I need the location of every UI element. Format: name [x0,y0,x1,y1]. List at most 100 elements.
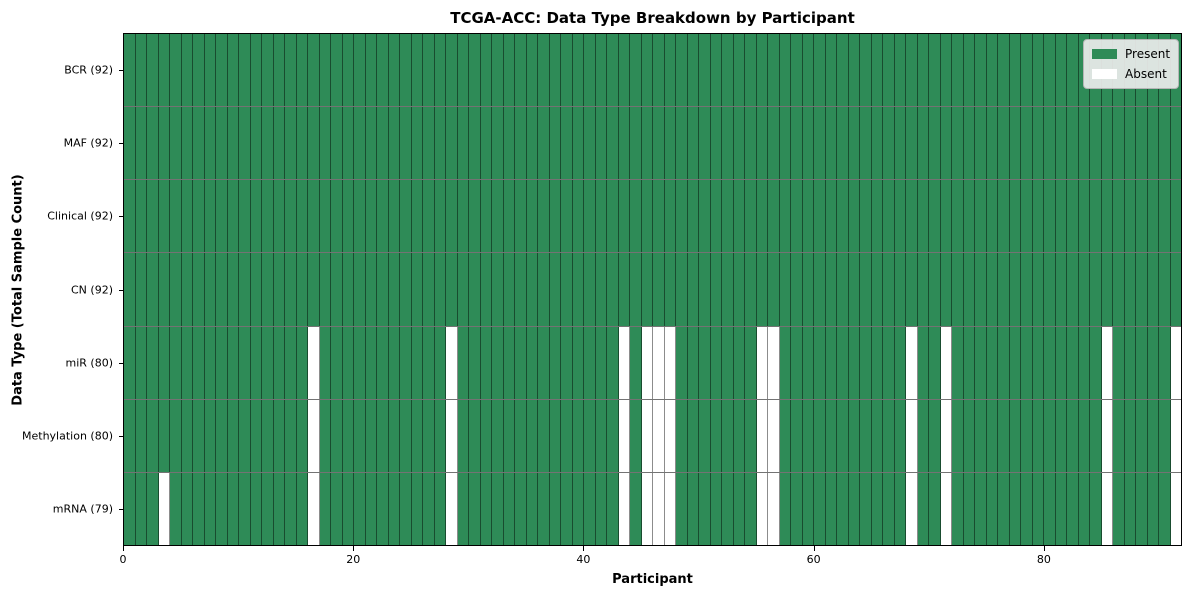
heatmap-cell [342,472,354,545]
heatmap-cell [653,326,665,399]
heatmap-cell [860,326,872,399]
heatmap-cell [135,399,147,472]
heatmap-cell [699,180,711,253]
heatmap-cell [1090,399,1102,472]
heatmap-cell [492,399,504,472]
heatmap-cell [641,326,653,399]
heatmap-cell [1009,180,1021,253]
y-tick-label: miR (80) [65,356,114,370]
heatmap-cell [722,399,734,472]
legend-swatch [1092,69,1117,79]
heatmap-cell [687,253,699,326]
heatmap-cell [216,107,228,180]
heatmap-cell [273,472,285,545]
heatmap-cell [308,399,320,472]
heatmap-cell [630,180,642,253]
heatmap-cell [607,472,619,545]
heatmap-cell [676,180,688,253]
heatmap-cell [1067,180,1079,253]
heatmap-cell [135,34,147,107]
heatmap-cell [250,399,262,472]
heatmap-cell [262,107,274,180]
heatmap-cell [124,107,136,180]
heatmap-cell [572,472,584,545]
heatmap-cell [515,253,527,326]
heatmap-cell [503,34,515,107]
heatmap-cell [319,472,331,545]
heatmap-cell [883,180,895,253]
heatmap-cell [837,399,849,472]
heatmap-cell [193,472,205,545]
heatmap-cell [411,253,423,326]
heatmap-cell [469,253,481,326]
heatmap-cell [342,180,354,253]
legend-label: Absent [1125,67,1167,81]
heatmap-cell [388,326,400,399]
heatmap-cell [664,180,676,253]
heatmap-cell [1170,326,1181,399]
heatmap-cell [595,472,607,545]
heatmap-cell [434,399,446,472]
heatmap-cell [745,34,757,107]
heatmap-cell [1101,399,1113,472]
heatmap-cell [285,472,297,545]
heatmap-cell [319,253,331,326]
heatmap-cell [135,180,147,253]
heatmap-cell [653,253,665,326]
heatmap-cell [837,253,849,326]
legend-item: Present [1092,47,1170,61]
heatmap-cell [1044,253,1056,326]
heatmap-cell [664,107,676,180]
chart-title: TCGA-ACC: Data Type Breakdown by Partici… [450,9,855,27]
heatmap-cell [377,399,389,472]
heatmap-cell [147,107,159,180]
heatmap-cell [1067,399,1079,472]
heatmap-cell [618,107,630,180]
heatmap-cell [434,472,446,545]
heatmap-cell [561,34,573,107]
heatmap-cell [825,472,837,545]
heatmap-cell [1159,253,1171,326]
heatmap-cell [503,107,515,180]
heatmap-cell [124,253,136,326]
legend-label: Present [1125,47,1171,61]
heatmap-cell [745,180,757,253]
heatmap-cell [170,399,182,472]
heatmap-cell [480,399,492,472]
heatmap-cell [492,180,504,253]
y-tick-mark [119,216,123,218]
heatmap-cell [193,326,205,399]
heatmap-cell [676,34,688,107]
heatmap-cell [308,34,320,107]
heatmap-cell [158,253,170,326]
heatmap-cell [1032,253,1044,326]
heatmap-cell [549,253,561,326]
heatmap-cell [883,34,895,107]
heatmap-cell [216,253,228,326]
heatmap-cell [216,326,228,399]
heatmap-cell [319,34,331,107]
heatmap-cell [871,34,883,107]
heatmap-cell [963,107,975,180]
heatmap-cell [929,253,941,326]
heatmap-cell [733,472,745,545]
heatmap-cell [802,180,814,253]
heatmap-cell [227,253,239,326]
heatmap-cell [124,399,136,472]
heatmap-cell [170,472,182,545]
heatmap-cell [630,34,642,107]
heatmap-cell [204,107,216,180]
heatmap-cell [906,472,918,545]
heatmap-cell [1101,472,1113,545]
heatmap-cell [227,180,239,253]
heatmap-cell [1136,180,1148,253]
heatmap-cell [618,34,630,107]
heatmap-cell [699,399,711,472]
heatmap-cell [595,34,607,107]
heatmap-cell [860,399,872,472]
heatmap-cell [457,107,469,180]
heatmap-cell [1067,472,1079,545]
heatmap-cell [779,34,791,107]
heatmap-cell [814,253,826,326]
heatmap-cell [262,326,274,399]
